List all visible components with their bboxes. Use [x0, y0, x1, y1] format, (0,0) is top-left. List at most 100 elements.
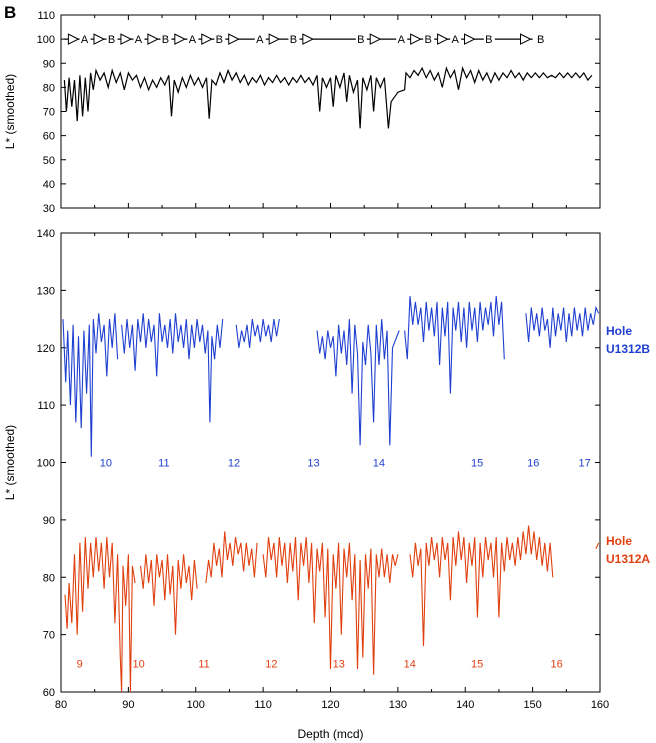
core-label: 16: [550, 658, 562, 670]
series-line-u1312b: [62, 313, 119, 457]
splice-label: B: [108, 34, 115, 46]
splice-arrow: [410, 33, 422, 45]
y-tick-label: 110: [37, 400, 55, 412]
series-line-top: [63, 66, 593, 129]
x-tick-label: 160: [591, 699, 609, 711]
splice-label: B: [485, 34, 492, 46]
core-label: 14: [404, 658, 416, 670]
splice-label: B: [290, 34, 297, 46]
series-line-u1312a: [205, 531, 258, 584]
y-tick-label: 80: [43, 82, 55, 94]
splice-label: A: [398, 34, 406, 46]
y-tick-label: 80: [43, 572, 55, 584]
x-tick-label: 90: [122, 699, 134, 711]
plot-frame: [60, 232, 601, 693]
splice-label-bg: [483, 32, 495, 47]
core-label: 11: [198, 658, 209, 670]
splice-arrow: [464, 33, 476, 45]
y-tick-label: 140: [37, 228, 55, 240]
splice-arrow: [302, 33, 314, 45]
splice-label: A: [256, 34, 264, 46]
core-label: 9: [77, 658, 83, 670]
y-tick-label: 60: [43, 687, 55, 699]
splice-label-bg: [106, 32, 118, 47]
core-label: 13: [333, 658, 345, 670]
bottom-panel: 60 70 80 90 100 110 120 130 140 80 90 100 110 120 130 1…: [3, 228, 650, 741]
splice-arrow: [369, 33, 382, 45]
splice-label-bg: [254, 32, 266, 47]
splice-label-bg: [214, 32, 226, 47]
series-line-u1312b: [121, 313, 224, 423]
core-label: 15: [471, 658, 483, 670]
y-tick-label: 40: [43, 179, 55, 191]
splice-label: A: [189, 34, 197, 46]
panel-label: B: [4, 3, 16, 22]
series-line-u1312a: [409, 525, 554, 647]
x-tick-label: 100: [187, 699, 205, 711]
core-label: 12: [228, 458, 240, 470]
series-label-line1: Hole: [606, 534, 632, 548]
x-tick-label: 140: [456, 699, 474, 711]
y-tick-label: 30: [43, 203, 55, 215]
splice-arrow: [201, 33, 213, 45]
splice-label: A: [81, 34, 89, 46]
x-tick-label: 110: [254, 699, 272, 711]
core-label: 11: [158, 458, 169, 470]
splice-arrow: [147, 33, 159, 45]
series-label-line1: Hole: [606, 324, 632, 338]
y-tick-label: 110: [37, 10, 55, 22]
splice-arrow-end: [519, 33, 532, 45]
splice-arrow: [174, 33, 186, 45]
splice-label: A: [451, 34, 459, 46]
core-label: 10: [132, 658, 144, 670]
x-axis-label: Depth (mcd): [297, 727, 363, 741]
series-line-u1312a: [262, 537, 399, 675]
splice-arrow: [228, 33, 240, 45]
splice-arrow: [437, 33, 449, 45]
splice-label: B: [162, 34, 169, 46]
splice-label-bg: [423, 32, 435, 47]
y-tick-label: 70: [43, 630, 55, 642]
series-label-line2: U1312A: [606, 552, 650, 566]
y-axis-label: L* (smoothed): [3, 74, 17, 149]
series-line-u1312a: [64, 537, 136, 693]
x-tick-label: 120: [321, 699, 339, 711]
y-axis-label: L* (smoothed): [3, 425, 17, 500]
splice-arrow: [268, 33, 281, 45]
y-tick-label: 120: [37, 343, 55, 355]
series-line-u1312a: [595, 542, 600, 549]
y-tick-label: 70: [43, 107, 55, 119]
core-label: 14: [373, 458, 385, 470]
series-line-u1312a: [139, 554, 198, 635]
splice-arrow: [120, 33, 133, 45]
core-label: 10: [100, 458, 112, 470]
x-tick-label: 130: [389, 699, 407, 711]
splice-label-bg: [396, 32, 408, 47]
splice-arrow: [67, 33, 80, 45]
y-tick-label: 60: [43, 131, 55, 143]
core-label: 13: [307, 458, 319, 470]
y-tick-label: 100: [37, 458, 55, 470]
splice-label-bg: [187, 32, 199, 47]
y-tick-label: 90: [43, 58, 55, 70]
core-label: 17: [579, 458, 591, 470]
series-line-u1312b: [316, 319, 400, 446]
series-line-u1312b: [235, 319, 280, 348]
y-tick-label: 130: [37, 285, 55, 297]
splice-label: A: [135, 34, 143, 46]
series-line-u1312b: [525, 305, 600, 348]
splice-label-bg: [355, 32, 367, 47]
core-label: 16: [527, 458, 539, 470]
series-label-line2: U1312B: [606, 342, 650, 356]
y-tick-label: 90: [43, 515, 55, 527]
splice-arrow: [93, 33, 106, 45]
y-tick-label: 100: [37, 34, 55, 46]
splice-label: B: [357, 34, 364, 46]
splice-label-bg: [160, 32, 172, 47]
splice-label-bg: [79, 32, 91, 47]
splice-label: B: [425, 34, 432, 46]
x-tick-label: 80: [55, 699, 67, 711]
y-tick-label: 50: [43, 155, 55, 167]
splice-label-bg: [133, 32, 145, 47]
x-tick-label: 150: [523, 699, 541, 711]
